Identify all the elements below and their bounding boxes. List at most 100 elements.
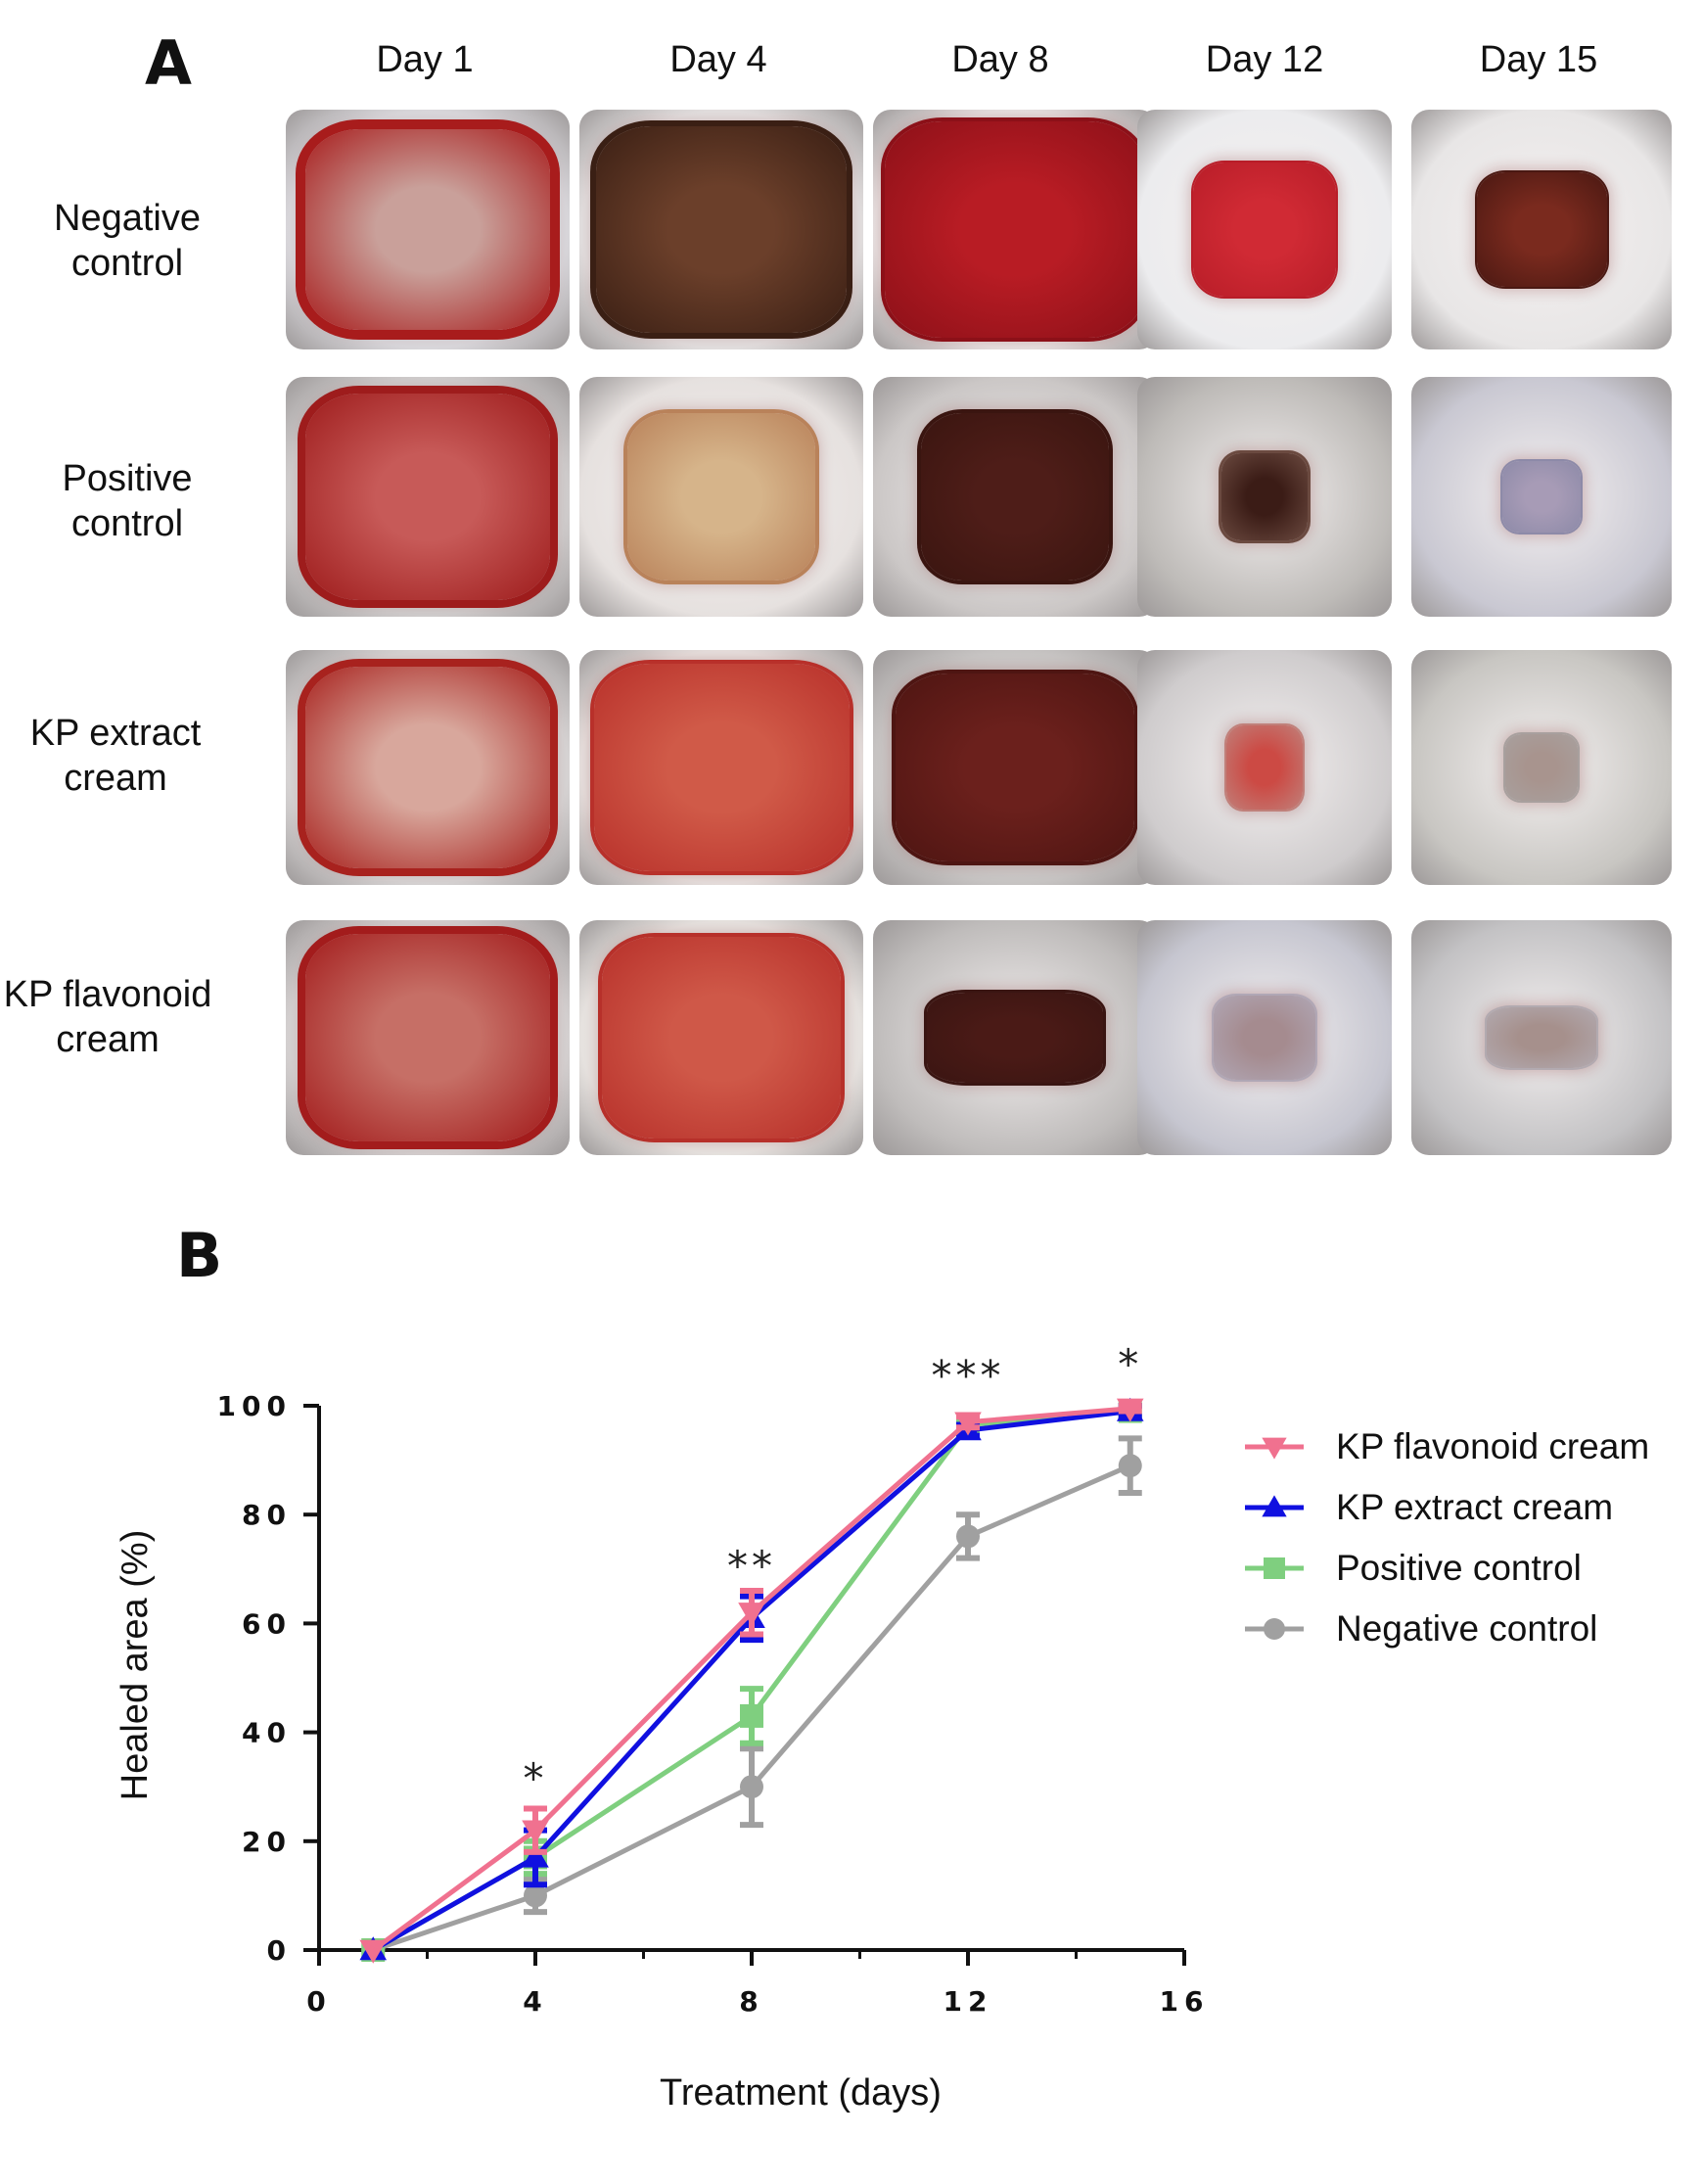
wound-area: [927, 993, 1103, 1083]
panel-b-letter: B: [176, 1220, 223, 1291]
y-tick-label: 100: [217, 1390, 292, 1422]
data-point: [738, 1603, 765, 1627]
data-point: [740, 1775, 763, 1799]
legend-label: KP extract cream: [1336, 1487, 1614, 1527]
wound-area: [1193, 162, 1336, 298]
x-tick-label: 16: [1160, 1985, 1210, 2018]
wound-photo: [286, 110, 570, 349]
wound-photo: [873, 110, 1157, 349]
y-tick-label: 0: [267, 1934, 292, 1967]
data-point: [359, 1939, 388, 1964]
series-line: [371, 1406, 1130, 1953]
wound-area: [921, 412, 1109, 581]
wound-photo: [1137, 920, 1392, 1155]
significance-marker: ***: [932, 1351, 1005, 1399]
row-label-positive-control: Positive control: [0, 456, 254, 546]
column-label-day-4: Day 4: [669, 39, 767, 80]
data-point: [954, 1412, 982, 1436]
wound-area: [596, 126, 847, 333]
wound-photo: [286, 650, 570, 885]
wound-area: [1226, 724, 1303, 811]
wound-photo: [873, 650, 1157, 885]
legend-label: Positive control: [1336, 1548, 1582, 1588]
y-tick-label: 40: [242, 1717, 292, 1749]
wound-area: [305, 666, 550, 869]
column-label-day-15: Day 15: [1479, 39, 1598, 80]
wound-photo: [286, 920, 570, 1155]
wound-photo: [579, 920, 863, 1155]
wound-area: [1220, 453, 1309, 540]
x-axis-label: Treatment (days): [660, 2072, 942, 2114]
legend-marker: [1262, 1437, 1287, 1460]
data-point: [522, 1843, 549, 1868]
y-axis-label: Healed area (%): [115, 1530, 156, 1801]
wound-photo: [873, 920, 1157, 1155]
row-label-line: control: [70, 503, 184, 544]
legend-item: Positive control: [1243, 1538, 1703, 1599]
wound-area: [1476, 171, 1607, 288]
legend-item: KP extract cream: [1243, 1477, 1703, 1538]
x-tick-label: 4: [523, 1985, 547, 2018]
wound-photo: [1137, 377, 1392, 617]
wound-photo: [1137, 110, 1392, 349]
wound-area: [602, 936, 841, 1139]
wound-photo: [579, 110, 863, 349]
data-point: [740, 1703, 763, 1728]
legend-item: KP flavonoid cream: [1243, 1417, 1703, 1477]
legend-swatch: [1245, 1495, 1304, 1517]
legend-marker: [1264, 1557, 1285, 1579]
row-label-line: KP extract: [29, 713, 202, 754]
y-tick-label: 80: [242, 1499, 292, 1531]
wound-area: [884, 121, 1146, 338]
legend-item: Negative control: [1243, 1599, 1703, 1659]
wound-area: [1487, 1006, 1596, 1069]
wound-area: [896, 674, 1134, 861]
row-label-line: Positive: [62, 458, 193, 499]
row-label-line: cream: [64, 758, 167, 799]
wound-photo: [1411, 920, 1672, 1155]
significance-marker: *: [1118, 1340, 1142, 1388]
legend-swatch: [1245, 1557, 1304, 1579]
wound-area: [1502, 460, 1581, 534]
significance-marker: *: [524, 1754, 548, 1802]
row-label-line: KP flavonoid: [3, 974, 212, 1015]
data-point: [956, 1524, 980, 1549]
wound-area: [627, 412, 815, 581]
wound-photo: [579, 377, 863, 617]
wound-photo: [1137, 650, 1392, 885]
data-point: [1118, 1454, 1142, 1478]
wound-area: [1214, 995, 1315, 1081]
row-label-negative-control: Negative control: [0, 196, 254, 286]
wound-photo: [286, 377, 570, 617]
panel-a-letter: A: [145, 27, 192, 99]
data-point: [1116, 1398, 1144, 1422]
column-label-day-8: Day 8: [951, 39, 1049, 80]
wound-photo: [579, 650, 863, 885]
x-tick-label: 0: [306, 1985, 331, 2018]
wound-area: [305, 934, 550, 1141]
wound-photo: [1411, 650, 1672, 885]
wound-photo: [1411, 110, 1672, 349]
wound-area: [305, 394, 550, 600]
data-point: [524, 1883, 547, 1908]
row-label-line: control: [70, 243, 184, 284]
legend-label: KP flavonoid cream: [1336, 1426, 1650, 1466]
wound-photo: [873, 377, 1157, 617]
legend-label: Negative control: [1336, 1608, 1598, 1649]
legend-swatch: [1245, 1618, 1304, 1640]
chart-annotations: ****** *: [524, 1340, 1142, 1802]
wound-area: [1504, 734, 1579, 801]
chart-axes: 0 4 8 12 16 0 20 40 60 80 100: [217, 1390, 1210, 2018]
wound-area: [305, 128, 550, 331]
row-label-kp-extract-cream: KP extract cream: [0, 711, 243, 801]
series-positive-control: [361, 1399, 1142, 1962]
x-tick-label: 12: [944, 1985, 993, 2018]
significance-marker: **: [727, 1542, 776, 1590]
x-tick-label: 8: [739, 1985, 763, 2018]
column-label-day-1: Day 1: [376, 39, 474, 80]
row-label-kp-flavonoid-cream: KP flavonoid cream: [0, 972, 235, 1062]
legend-marker: [1262, 1495, 1287, 1517]
data-point: [522, 1820, 549, 1844]
series-kp-flavonoid-cream: [359, 1398, 1144, 1964]
